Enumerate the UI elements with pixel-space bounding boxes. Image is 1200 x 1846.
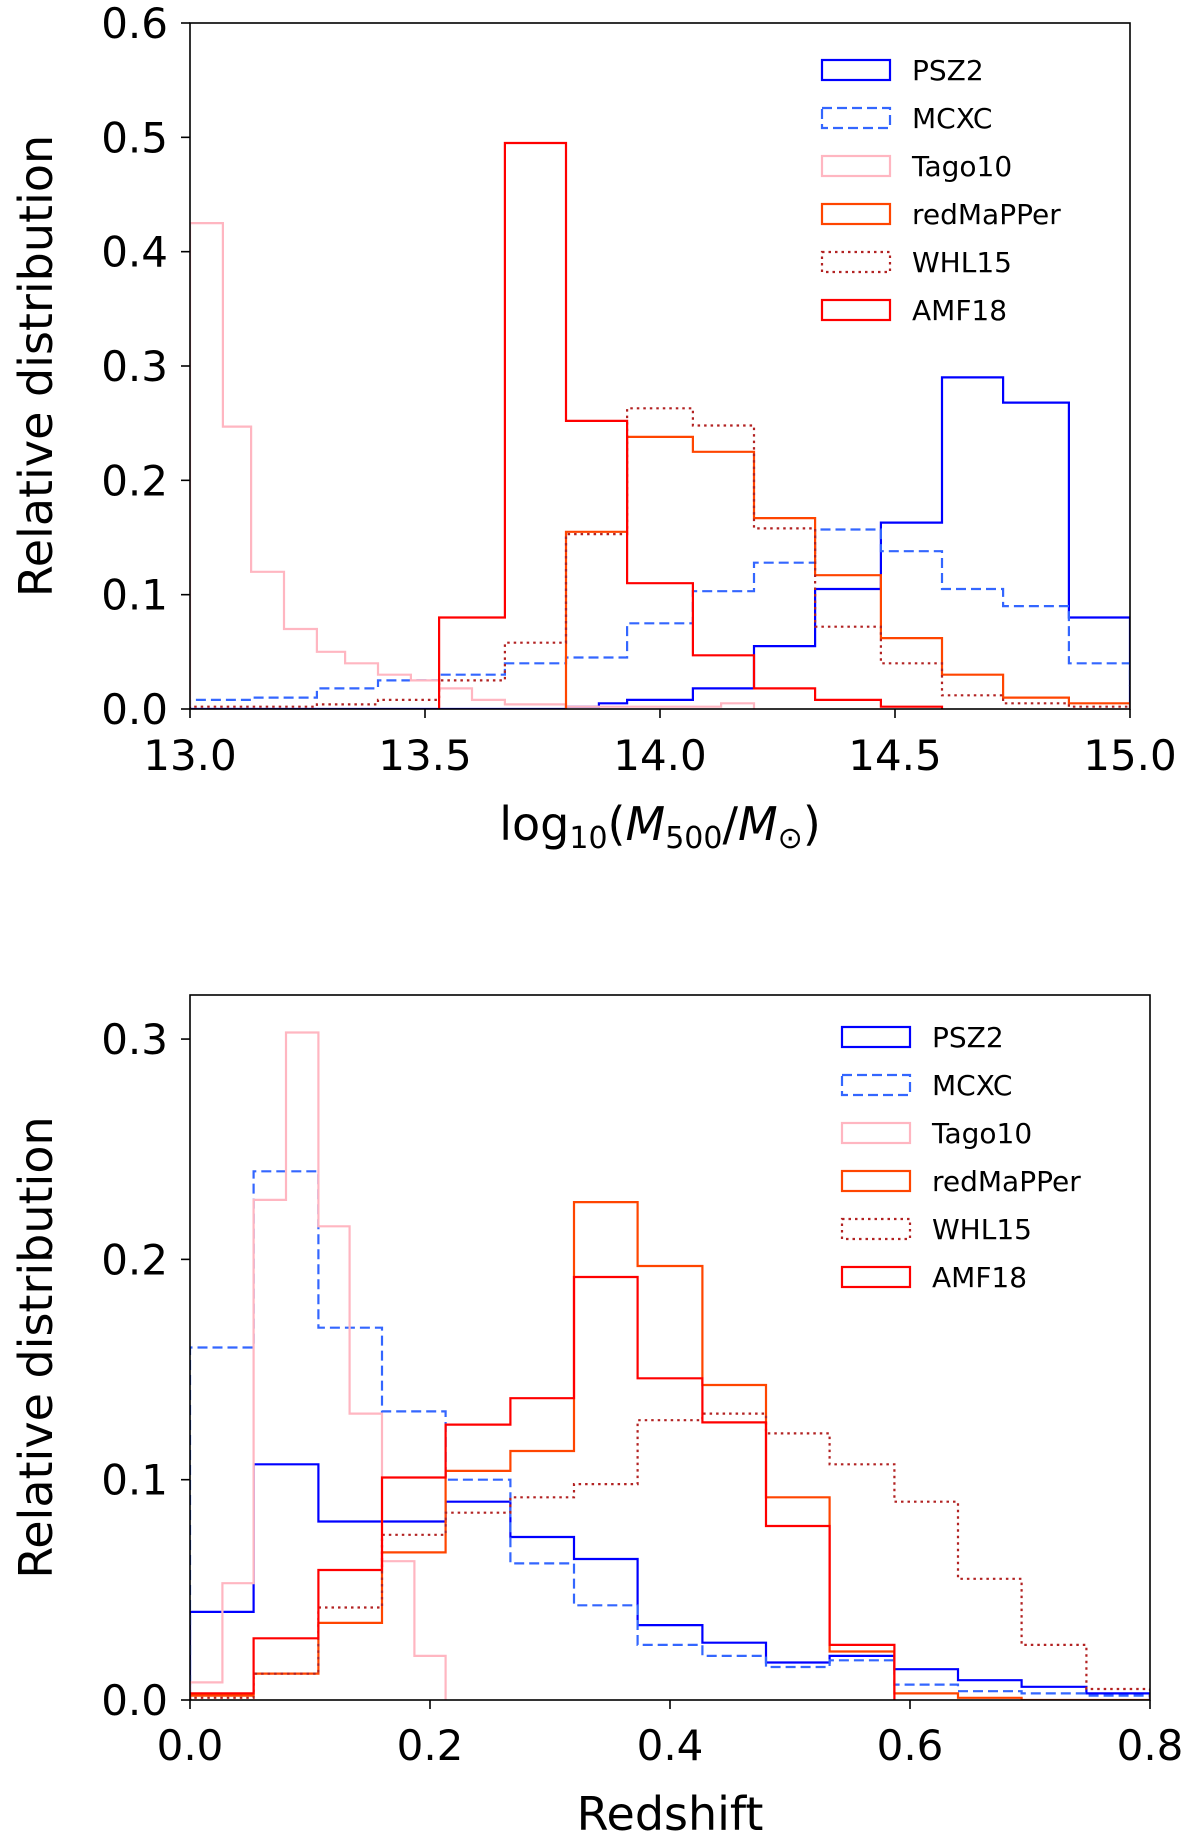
x-tick-label: 0.0 [157,1721,224,1770]
y-tick-label: 0.5 [101,113,168,162]
series-psz2-histogram [190,376,1130,709]
x-tick-label: 0.6 [877,1721,944,1770]
y-tick-label: 0.3 [101,1015,168,1064]
series-redmapper-histogram [564,435,1130,709]
x-tick-label: 14.5 [848,731,942,780]
legend-swatch-whl15 [840,1217,912,1241]
x-tick-label: 15.0 [1083,731,1177,780]
x-axis-label: log10(M500/M⊙) [499,797,821,856]
legend-label-psz2: PSZ2 [932,1021,1004,1054]
legend-label-redmapper: redMaPPer [912,198,1061,231]
y-tick-label: 0.4 [101,228,168,277]
series-amf18-histogram [190,1275,896,1700]
legend-label-tago10: Tago10 [911,150,1012,183]
redshift-distribution-chart: 0.0 0.2 0.4 0.6 0.8 0.0 0.1 0.2 0.3 Relative dist… [9,994,1184,1841]
x-axis-label: Redshift [577,1787,764,1841]
y-tick-label: 0.0 [101,1676,168,1725]
series-tago10-histogram [190,222,756,709]
legend-swatch-mcxc [820,106,892,130]
y-tick-label: 0.1 [101,571,168,620]
legend-label-whl15: WHL15 [932,1213,1032,1246]
y-tick-label: 0.0 [101,685,168,734]
legend-swatch-tago10 [840,1121,912,1145]
legend: PSZ2 MCXC Tago10 redMaPPer WHL15 AMF18 [820,54,1061,327]
legend-swatch-amf18 [820,298,892,322]
x-tick-label: 0.8 [1117,1721,1184,1770]
y-axis-label: Relative distribution [9,1116,63,1578]
legend-swatch-redmapper [820,202,892,226]
x-tick-label: 13.0 [143,731,237,780]
legend-label-mcxc: MCXC [912,102,992,135]
series-psz2-histogram [190,1463,1150,1700]
legend-swatch-amf18 [840,1265,912,1289]
legend-label-amf18: AMF18 [932,1261,1027,1294]
x-tick-label: 0.2 [397,1721,464,1770]
x-tick-label: 14.0 [613,731,707,780]
legend-swatch-whl15 [820,250,892,274]
y-axis-label: Relative distribution [9,135,63,597]
mass-distribution-chart: 13.0 13.5 14.0 14.5 15.0 0.0 0.1 0.2 0.3 0.4 0.5 0.… [9,0,1177,856]
x-tick-label: 13.5 [378,731,472,780]
legend-label-mcxc: MCXC [932,1069,1012,1102]
y-tick-label: 0.3 [101,342,168,391]
series-whl15-histogram [190,1412,1150,1700]
legend-swatch-redmapper [840,1169,912,1193]
plot-area [190,1031,1150,1700]
legend-label-whl15: WHL15 [912,246,1012,279]
y-tick-label: 0.2 [101,456,168,505]
legend-label-tago10: Tago10 [931,1117,1032,1150]
series-mcxc-histogram [190,528,1130,709]
legend-swatch-psz2 [820,58,892,82]
series-tago10-histogram [190,1031,447,1700]
legend-swatch-psz2 [840,1025,912,1049]
y-tick-label: 0.2 [101,1235,168,1284]
plot-area [190,141,1130,709]
series-whl15-histogram [190,407,1130,709]
x-tick-label: 0.4 [637,1721,704,1770]
y-tick-label: 0.6 [101,0,168,48]
series-amf18-histogram [438,141,944,709]
legend-label-redmapper: redMaPPer [932,1165,1081,1198]
y-tick-label: 0.1 [101,1456,168,1505]
series-mcxc-histogram [190,1170,1150,1700]
legend-swatch-mcxc [840,1073,912,1097]
legend: PSZ2 MCXC Tago10 redMaPPer WHL15 AMF18 [840,1021,1081,1294]
legend-swatch-tago10 [820,154,892,178]
legend-label-amf18: AMF18 [912,294,1007,327]
legend-label-psz2: PSZ2 [912,54,984,87]
